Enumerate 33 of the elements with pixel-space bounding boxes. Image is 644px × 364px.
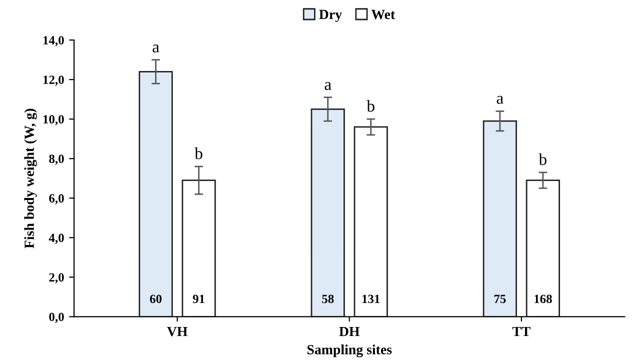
bar — [354, 126, 388, 317]
data-label: b — [194, 147, 202, 160]
legend-label: Dry — [319, 10, 342, 22]
data-label: b — [366, 100, 374, 112]
x-tick-label: DH — [339, 326, 360, 336]
y-tick-label: 12,0 — [43, 76, 64, 86]
x-tick-label: VH — [167, 326, 188, 336]
annotation: 131 — [362, 294, 380, 304]
x-tick-label: TT — [512, 326, 530, 336]
annotation: 91 — [192, 294, 204, 304]
y-axis-title: Fish body weight (W, g) — [24, 108, 37, 248]
y-tick-label: 14,0 — [43, 36, 64, 46]
bar — [482, 120, 517, 317]
y-tick-label: 8,0 — [49, 154, 64, 165]
annotation: 168 — [534, 294, 552, 304]
annotation: 75 — [494, 294, 506, 304]
x-axis-title: Sampling sites — [307, 344, 392, 358]
legend-label: Wet — [371, 10, 396, 20]
y-tick-label: 0,0 — [49, 312, 64, 323]
y-tick-label: 2,0 — [49, 273, 64, 284]
data-label: b — [538, 153, 546, 166]
y-tick-label: 6,0 — [49, 194, 64, 204]
annotation: 60 — [150, 294, 162, 304]
data-label: a — [152, 44, 160, 52]
annotation: 58 — [322, 294, 334, 304]
bar — [526, 180, 560, 317]
bar — [310, 108, 345, 317]
bar — [182, 180, 216, 317]
data-label: a — [496, 96, 504, 104]
data-label: a — [324, 82, 332, 90]
y-tick-label: 10,0 — [43, 115, 64, 126]
bar — [138, 70, 173, 317]
y-tick-label: 4,0 — [48, 234, 64, 244]
